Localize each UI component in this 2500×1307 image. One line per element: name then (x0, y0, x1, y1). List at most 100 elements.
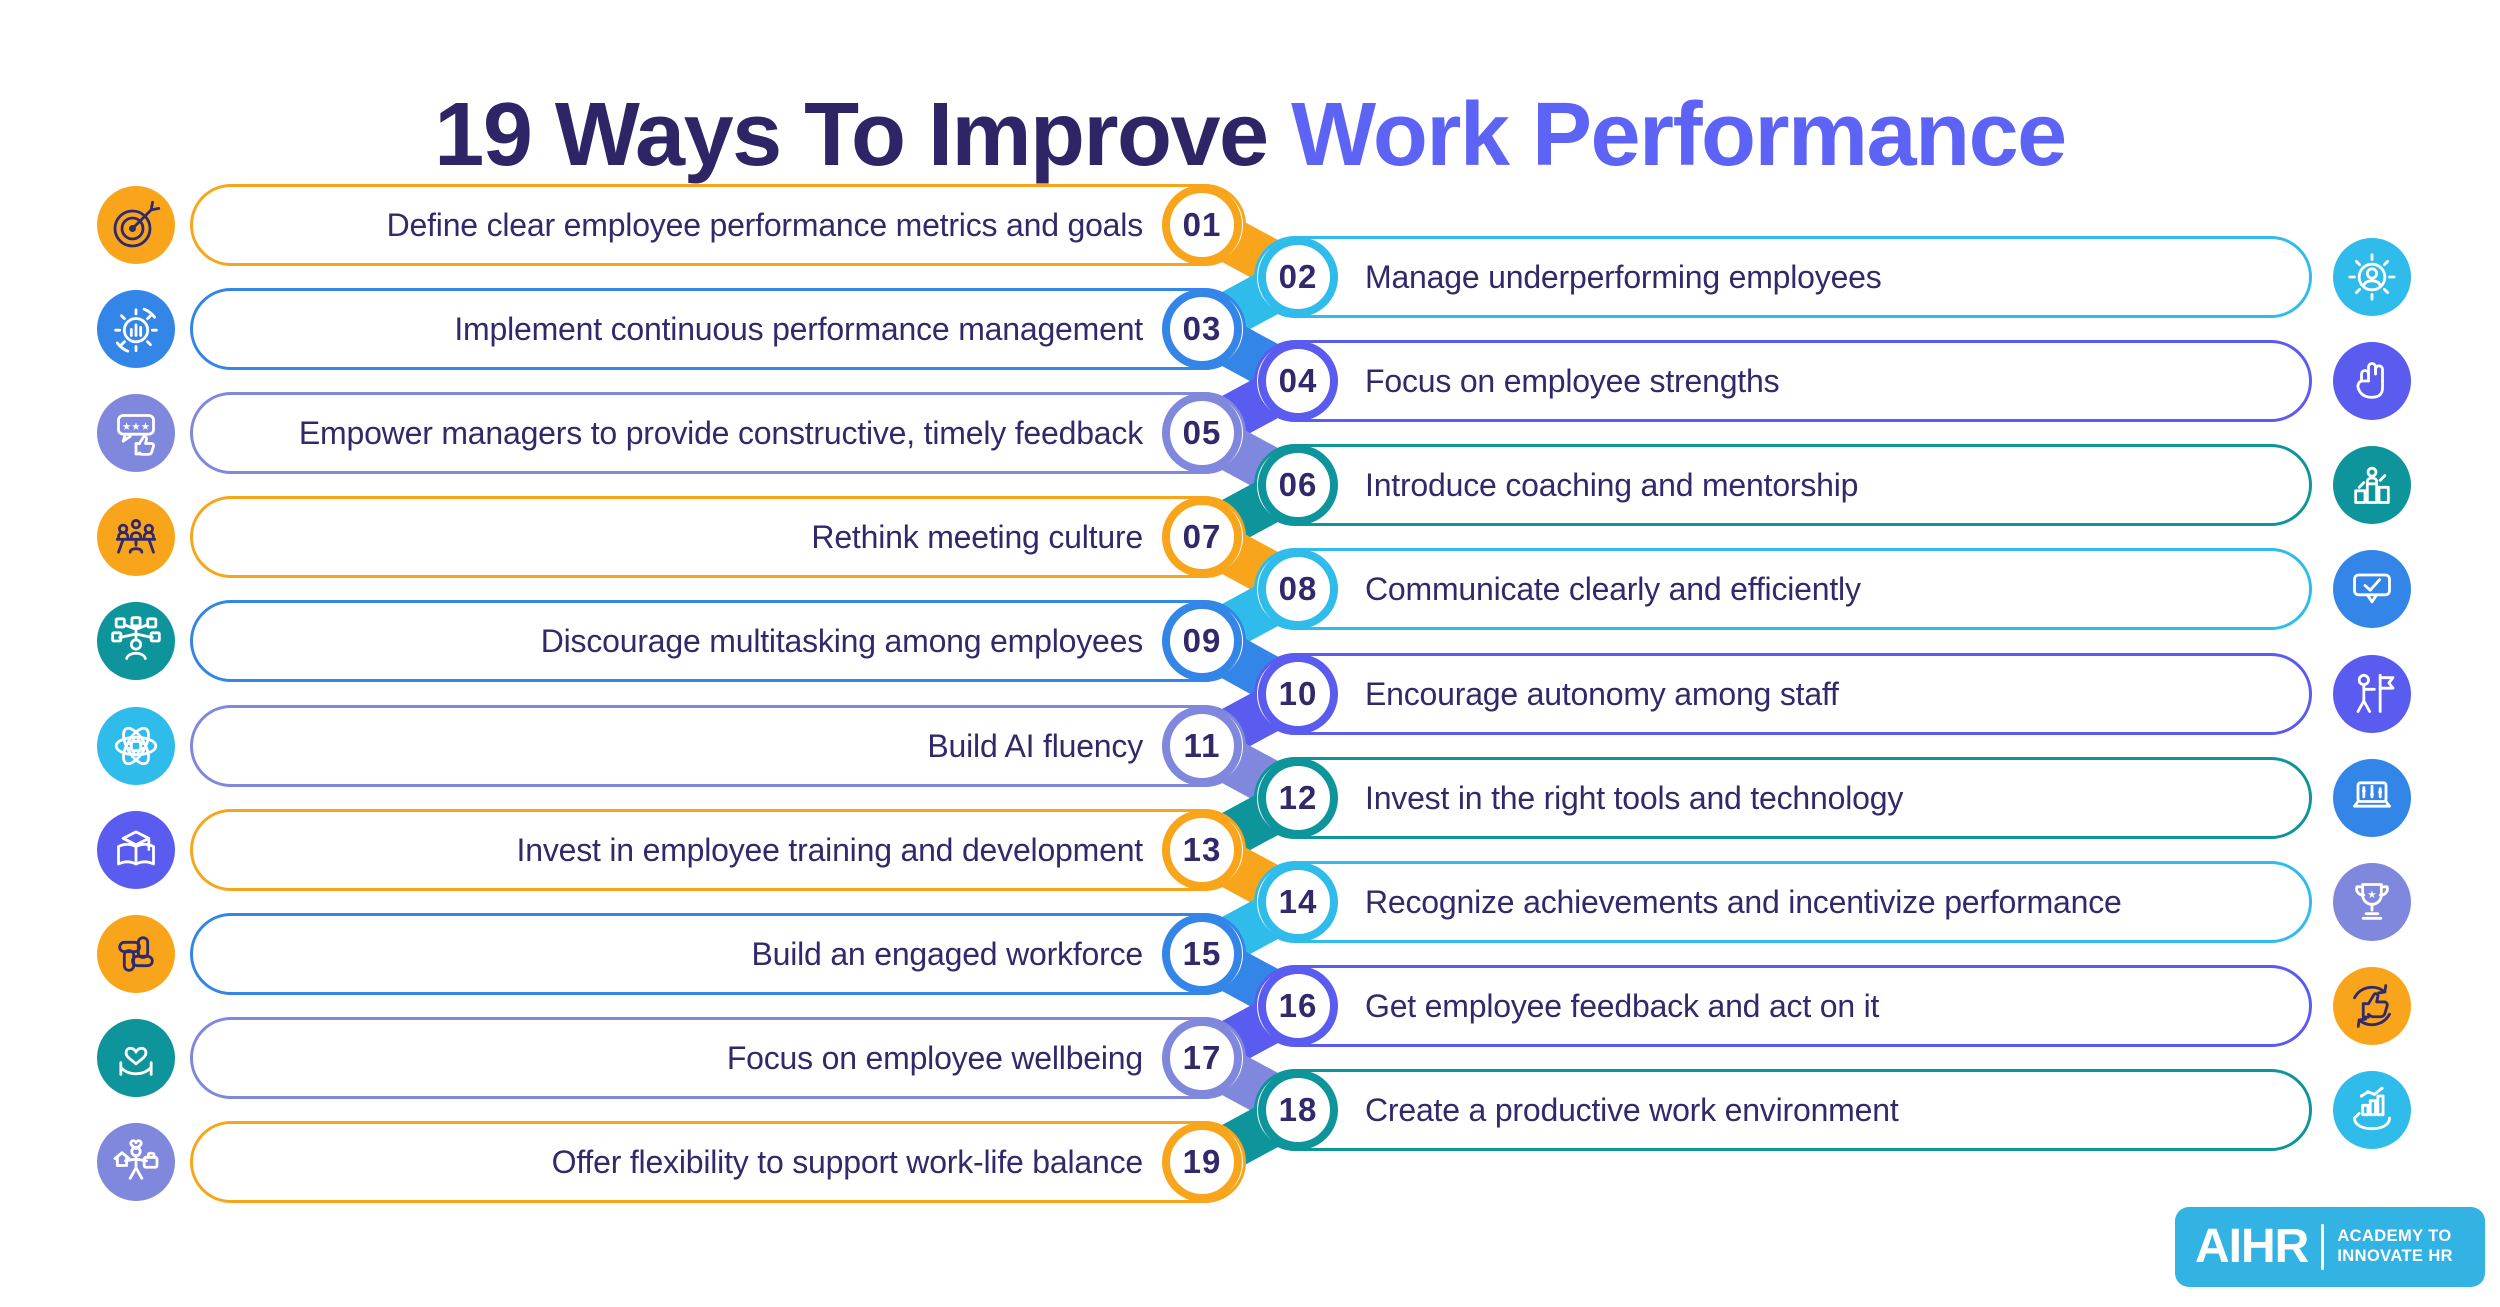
tip-number-badge: 18 (1258, 1070, 1338, 1150)
tip-number: 06 (1278, 466, 1318, 503)
tip-number: 14 (1278, 883, 1318, 920)
tip-pill: Empower managers to provide constructive… (190, 392, 1246, 474)
feedback-stars-icon: ★★★ (97, 394, 175, 472)
tip-label: Create a productive work environment (1365, 1091, 1899, 1128)
fist-icon (2333, 342, 2411, 420)
tip-number: 03 (1182, 310, 1222, 347)
podium-person-icon (2333, 446, 2411, 524)
tip-pill: Get employee feedback and act on it (1254, 965, 2312, 1047)
title-highlight: Work Performance (1291, 85, 2067, 186)
tip-pill: Define clear employee performance metric… (190, 184, 1246, 266)
heart-hands-icon (97, 1019, 175, 1097)
logo-tagline-line1: ACADEMY TO (2337, 1227, 2452, 1246)
tip-number: 13 (1182, 831, 1222, 868)
tip-label: Introduce coaching and mentorship (1365, 466, 1859, 503)
logo-tagline: ACADEMY TO INNOVATE HR (2337, 1227, 2453, 1267)
tip-pill: Offer flexibility to support work-life b… (190, 1121, 1246, 1203)
tip-number: 16 (1278, 987, 1318, 1024)
tip-number-badge: 08 (1258, 549, 1338, 629)
tip-number: 18 (1278, 1091, 1318, 1128)
tip-label: Define clear employee performance metric… (386, 206, 1144, 243)
tip-label: Encourage autonomy among staff (1365, 675, 1839, 712)
tip-pill: Communicate clearly and efficiently (1254, 548, 2312, 630)
tip-number-badge: 12 (1258, 758, 1338, 838)
tip-number-badge: 05 (1162, 393, 1242, 473)
tip-number-badge: 09 (1162, 601, 1242, 681)
tip-label: Focus on employee wellbeing (726, 1039, 1143, 1076)
tip-pill: Encourage autonomy among staff (1254, 653, 2312, 735)
tip-number: 02 (1278, 258, 1318, 295)
trophy-icon: ★ (2333, 863, 2411, 941)
thumbs-refresh-icon (2333, 967, 2411, 1045)
logo-tagline-line2: INNOVATE HR (2337, 1247, 2453, 1265)
tip-number-badge: 06 (1258, 445, 1338, 525)
tip-label: Invest in employee training and developm… (516, 831, 1144, 868)
tip-label: Build an engaged workforce (751, 935, 1143, 972)
tip-number: 17 (1182, 1039, 1222, 1076)
logo-wordmark: AIHR (2195, 1220, 2309, 1273)
tip-number: 12 (1278, 779, 1318, 816)
tip-pill: Recognize achievements and incentivize p… (1254, 861, 2312, 943)
tip-number-badge: 07 (1162, 497, 1242, 577)
tip-number-badge: 04 (1258, 341, 1338, 421)
tip-label: Manage underperforming employees (1365, 258, 1882, 295)
tip-number-badge: 19 (1162, 1122, 1242, 1202)
tip-pill: Implement continuous performance managem… (190, 288, 1246, 370)
tip-pill: Invest in employee training and developm… (190, 809, 1246, 891)
tip-number: 04 (1278, 362, 1318, 399)
tip-label: Recognize achievements and incentivize p… (1365, 883, 2122, 920)
tip-number: 15 (1182, 935, 1222, 972)
tip-number-badge: 03 (1162, 289, 1242, 369)
chat-check-icon (2333, 550, 2411, 628)
tip-number-badge: 17 (1162, 1018, 1242, 1098)
tip-number: 08 (1278, 570, 1318, 607)
tip-label: Discourage multitasking among employees (540, 622, 1143, 659)
tip-label: Invest in the right tools and technology (1365, 779, 1904, 816)
tip-pill: Focus on employee wellbeing (190, 1017, 1246, 1099)
work-life-icon (97, 1123, 175, 1201)
target-icon (97, 186, 175, 264)
tip-number-badge: 13 (1162, 810, 1242, 890)
tip-pill: Discourage multitasking among employees (190, 600, 1246, 682)
tip-label: Focus on employee strengths (1365, 362, 1780, 399)
book-gradcap-icon (97, 811, 175, 889)
tip-pill: Invest in the right tools and technology (1254, 757, 2312, 839)
tip-label: Empower managers to provide constructive… (298, 414, 1143, 451)
page-title: 19 Ways To Improve Work Performance (0, 86, 2500, 185)
tip-number: 01 (1182, 206, 1222, 243)
tip-number-badge: 01 (1162, 185, 1242, 265)
tip-label: Rethink meeting culture (811, 518, 1143, 555)
tip-number-badge: 11 (1162, 706, 1242, 786)
tip-label: Get employee feedback and act on it (1365, 987, 1880, 1024)
tip-number-badge: 02 (1258, 237, 1338, 317)
tip-pill: Focus on employee strengths (1254, 340, 2312, 422)
tip-number: 07 (1182, 518, 1222, 555)
tip-number-badge: 14 (1258, 862, 1338, 942)
hand-chart-icon (2333, 1071, 2411, 1149)
svg-text:★: ★ (2367, 889, 2376, 901)
meeting-icon (97, 498, 175, 576)
tip-pill: Rethink meeting culture (190, 496, 1246, 578)
tip-number: 09 (1182, 622, 1222, 659)
flag-person-icon (2333, 655, 2411, 733)
tip-label: Build AI fluency (927, 727, 1143, 764)
laptop-tech-icon (2333, 759, 2411, 837)
aihr-logo: AIHR ACADEMY TO INNOVATE HR (2175, 1207, 2485, 1287)
tip-number-badge: 16 (1258, 966, 1338, 1046)
logo-divider-line (2321, 1224, 2325, 1270)
gear-chart-icon (97, 290, 175, 368)
tip-number-badge: 10 (1258, 654, 1338, 734)
tip-number: 10 (1278, 675, 1318, 712)
tip-pill: Build an engaged workforce (190, 913, 1246, 995)
tip-label: Implement continuous performance managem… (454, 310, 1143, 347)
tip-number: 11 (1183, 727, 1221, 764)
tip-pill: Manage underperforming employees (1254, 236, 2312, 318)
tip-pill: Create a productive work environment (1254, 1069, 2312, 1151)
tip-label: Offer flexibility to support work-life b… (551, 1143, 1144, 1180)
title-main: 19 Ways To Improve (434, 85, 1292, 186)
tip-label: Communicate clearly and efficiently (1365, 570, 1861, 607)
tip-number-badge: 15 (1162, 914, 1242, 994)
tip-number: 19 (1182, 1143, 1222, 1180)
tip-number: 05 (1182, 414, 1222, 451)
